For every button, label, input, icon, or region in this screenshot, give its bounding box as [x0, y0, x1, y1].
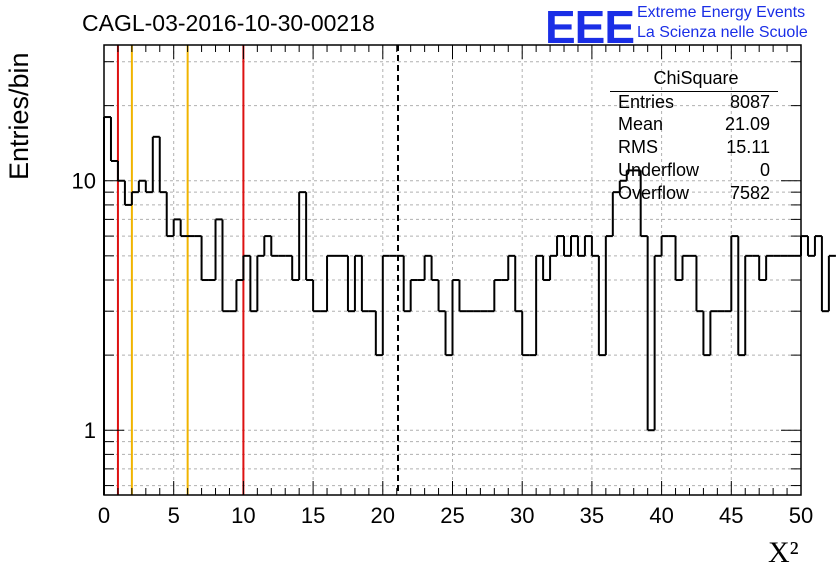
x-tick-label: 20 [371, 503, 395, 528]
stats-value: 21.09 [724, 114, 770, 134]
stats-value: 15.11 [726, 137, 770, 157]
stats-row-underflow: Underflow 0 [618, 160, 770, 182]
stats-row-rms: RMS 15.11 [618, 137, 770, 159]
x-tick-label: 40 [649, 503, 673, 528]
x-tick-label: 15 [301, 503, 325, 528]
stats-value: 8087 [729, 92, 770, 112]
histogram-series [103, 116, 836, 495]
stats-label: Mean [618, 114, 664, 134]
stats-row-entries: Entries 8087 [618, 92, 770, 114]
stats-label: Overflow [618, 183, 690, 203]
y-tick-label: 10 [72, 169, 96, 194]
axes [103, 44, 802, 496]
y-axis-label: Entries/bin [4, 52, 34, 180]
logo-line-2: La Scienza nelle Scuole [637, 24, 808, 41]
x-tick-label: 25 [440, 503, 464, 528]
stats-divider [610, 91, 778, 92]
x-tick-label: 30 [510, 503, 534, 528]
stats-value: 7582 [729, 183, 770, 203]
eee-logo: EEE [545, 1, 635, 53]
x-tick-label: 0 [98, 503, 110, 528]
x-tick-label: 45 [719, 503, 743, 528]
chart-title: CAGL-03-2016-10-30-00218 [82, 10, 375, 36]
logo-line-1: Extreme Energy Events [637, 4, 806, 21]
x-tick-label: 35 [580, 503, 604, 528]
x-tick-label: 10 [231, 503, 255, 528]
x-tick-label: 5 [168, 503, 180, 528]
x-axis-label: X² [768, 536, 799, 569]
stats-title: ChiSquare [653, 68, 739, 88]
x-tick-label: 50 [789, 503, 813, 528]
y-tick-label: 1 [84, 418, 96, 443]
stats-label: RMS [618, 137, 658, 157]
stats-row-mean: Mean 21.09 [618, 114, 770, 136]
stats-row-overflow: Overflow 7582 [618, 183, 770, 205]
stats-box: ChiSquare Entries 8087 Mean 21.09 RMS 15… [610, 66, 782, 212]
stats-label: Underflow [618, 160, 700, 180]
stats-value: 0 [759, 160, 770, 180]
stats-label: Entries [618, 92, 675, 112]
tick-labels: 0 5 10 15 20 25 30 35 40 45 50 1 10 [72, 169, 814, 528]
